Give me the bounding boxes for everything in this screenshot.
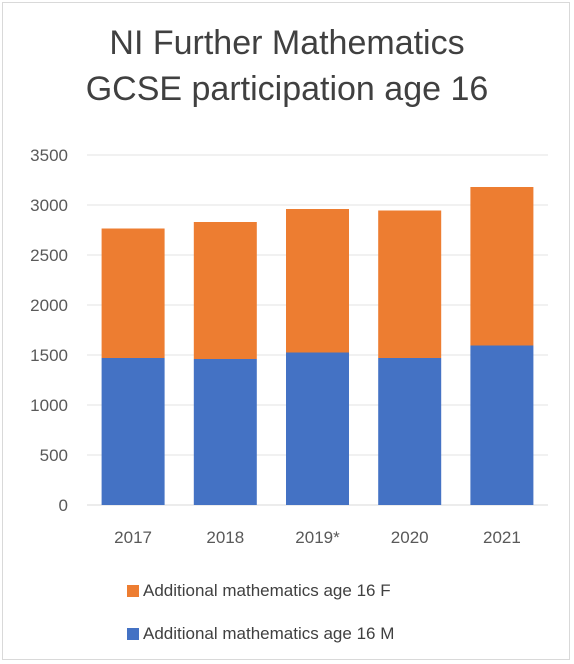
x-tick-label-2019star: 2019*	[295, 528, 340, 547]
x-tick-label-2018: 2018	[206, 528, 244, 547]
x-tick-label-2020: 2020	[391, 528, 429, 547]
chart-title-line-1: NI Further Mathematics	[109, 24, 465, 62]
bar-f-2021	[470, 187, 534, 346]
legend-item-f: Additional mathematics age 16 F	[127, 580, 391, 602]
legend-item-m: Additional mathematics age 16 M	[127, 623, 394, 645]
y-tick-label-3500: 3500	[30, 146, 68, 165]
y-tick-label-1500: 1500	[30, 346, 68, 365]
y-tick-label-3000: 3000	[30, 196, 68, 215]
legend-label-m: Additional mathematics age 16 M	[143, 624, 395, 643]
bar-m-2019star	[286, 352, 349, 505]
legend-label-f: Additional mathematics age 16 F	[143, 581, 391, 600]
y-tick-label-500: 500	[40, 446, 68, 465]
y-tick-label-0: 0	[59, 496, 68, 515]
bar-m-2017	[101, 358, 165, 505]
bar-f-2017	[101, 228, 165, 358]
y-tick-label-2000: 2000	[30, 296, 68, 315]
chart-title-line-2: GCSE participation age 16	[85, 70, 489, 108]
bar-m-2020	[378, 358, 442, 505]
bar-f-2019star	[286, 209, 349, 353]
x-tick-label-2021: 2021	[483, 528, 521, 547]
x-tick-label-2017: 2017	[114, 528, 152, 547]
bar-m-2021	[470, 345, 534, 505]
y-tick-label-2500: 2500	[30, 246, 68, 265]
legend-swatch-f	[127, 585, 139, 597]
legend-swatch-m	[127, 628, 139, 640]
bar-f-2018	[193, 222, 257, 359]
bar-f-2020	[378, 210, 442, 358]
chart-title: NI Further Mathematics GCSE participatio…	[0, 20, 574, 112]
y-tick-label-1000: 1000	[30, 396, 68, 415]
bar-m-2018	[193, 359, 257, 505]
